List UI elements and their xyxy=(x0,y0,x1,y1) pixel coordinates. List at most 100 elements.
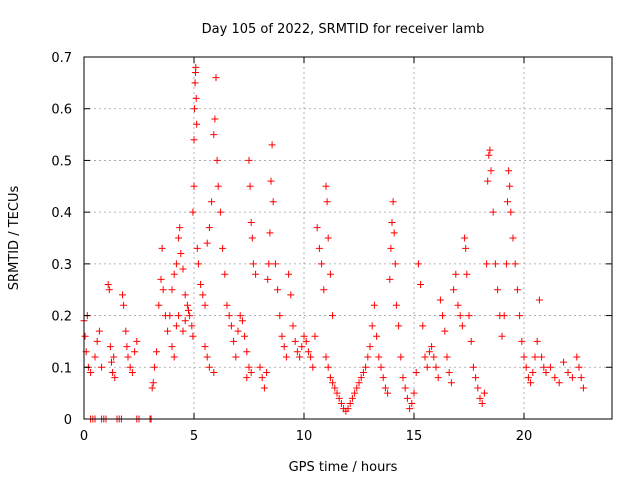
data-point xyxy=(546,363,554,371)
x-axis-label: GPS time / hours xyxy=(289,460,398,475)
data-point xyxy=(487,167,495,175)
data-point xyxy=(175,312,183,320)
data-point xyxy=(247,218,255,226)
data-point xyxy=(401,384,409,392)
data-point xyxy=(98,363,106,371)
data-point xyxy=(368,322,376,330)
data-point xyxy=(577,374,585,382)
data-point xyxy=(158,244,166,252)
data-point xyxy=(157,275,165,283)
data-point xyxy=(188,322,196,330)
data-point xyxy=(179,327,187,335)
data-point xyxy=(388,218,396,226)
data-point xyxy=(386,275,394,283)
data-point xyxy=(535,296,543,304)
data-point xyxy=(445,368,453,376)
data-point xyxy=(193,244,201,252)
data-point xyxy=(362,363,370,371)
data-point xyxy=(379,374,387,382)
data-point xyxy=(353,384,361,392)
data-point xyxy=(322,353,330,361)
data-point xyxy=(467,337,475,345)
data-point xyxy=(199,291,207,299)
data-point xyxy=(462,244,470,252)
data-point xyxy=(183,301,191,309)
data-point xyxy=(280,343,288,351)
data-point xyxy=(211,115,219,123)
data-point xyxy=(164,327,172,335)
data-point xyxy=(293,348,301,356)
data-point xyxy=(359,368,367,376)
data-point xyxy=(81,332,89,340)
data-point xyxy=(522,363,530,371)
data-point xyxy=(309,363,317,371)
data-point xyxy=(392,301,400,309)
plot-frame xyxy=(83,56,613,420)
data-point xyxy=(276,312,284,320)
data-point xyxy=(320,286,328,294)
data-point xyxy=(123,343,131,351)
data-point xyxy=(540,363,548,371)
data-point xyxy=(486,146,494,154)
data-point xyxy=(302,337,310,345)
data-point xyxy=(313,224,321,232)
data-point xyxy=(216,208,224,216)
data-point xyxy=(397,353,405,361)
data-point xyxy=(249,260,257,268)
data-point xyxy=(447,379,455,387)
data-point xyxy=(406,405,414,413)
data-point xyxy=(507,208,515,216)
data-point xyxy=(203,353,211,361)
data-point xyxy=(513,286,521,294)
data-point xyxy=(232,353,240,361)
data-point xyxy=(366,343,374,351)
data-point xyxy=(285,270,293,278)
data-point xyxy=(213,156,221,164)
data-point xyxy=(256,363,264,371)
data-point xyxy=(296,353,304,361)
y-tick-label: 0.1 xyxy=(51,361,72,376)
data-point xyxy=(474,384,482,392)
data-point xyxy=(377,363,385,371)
y-tick-label: 0.6 xyxy=(51,103,72,118)
data-point xyxy=(524,374,532,382)
data-point xyxy=(190,136,198,144)
data-point xyxy=(375,353,383,361)
x-tick-label: 5 xyxy=(190,429,198,444)
data-point xyxy=(326,270,334,278)
data-point xyxy=(463,270,471,278)
data-point xyxy=(124,353,132,361)
data-point xyxy=(494,286,502,294)
data-point xyxy=(210,368,218,376)
data-point xyxy=(170,353,178,361)
y-tick-label: 0.7 xyxy=(51,51,72,66)
data-point xyxy=(190,105,198,113)
data-point xyxy=(439,312,447,320)
data-point xyxy=(502,260,510,268)
data-point xyxy=(110,353,118,361)
data-point xyxy=(337,399,345,407)
data-point xyxy=(331,384,339,392)
x-tick-label: 0 xyxy=(80,429,88,444)
data-point xyxy=(381,384,389,392)
data-point xyxy=(529,368,537,376)
data-point xyxy=(120,301,128,309)
data-point xyxy=(236,312,244,320)
data-point xyxy=(252,270,260,278)
data-point xyxy=(192,94,200,102)
data-point xyxy=(105,286,113,294)
data-point xyxy=(335,394,343,402)
data-point xyxy=(219,244,227,252)
data-point xyxy=(172,260,180,268)
data-point xyxy=(575,363,583,371)
data-point xyxy=(344,405,352,413)
data-point xyxy=(268,141,276,149)
y-tick-label: 0.4 xyxy=(51,206,72,221)
x-tick-label: 15 xyxy=(406,429,423,444)
data-point xyxy=(483,260,491,268)
data-point xyxy=(346,399,354,407)
data-point xyxy=(122,327,130,335)
data-point xyxy=(274,286,282,294)
data-point xyxy=(355,379,363,387)
